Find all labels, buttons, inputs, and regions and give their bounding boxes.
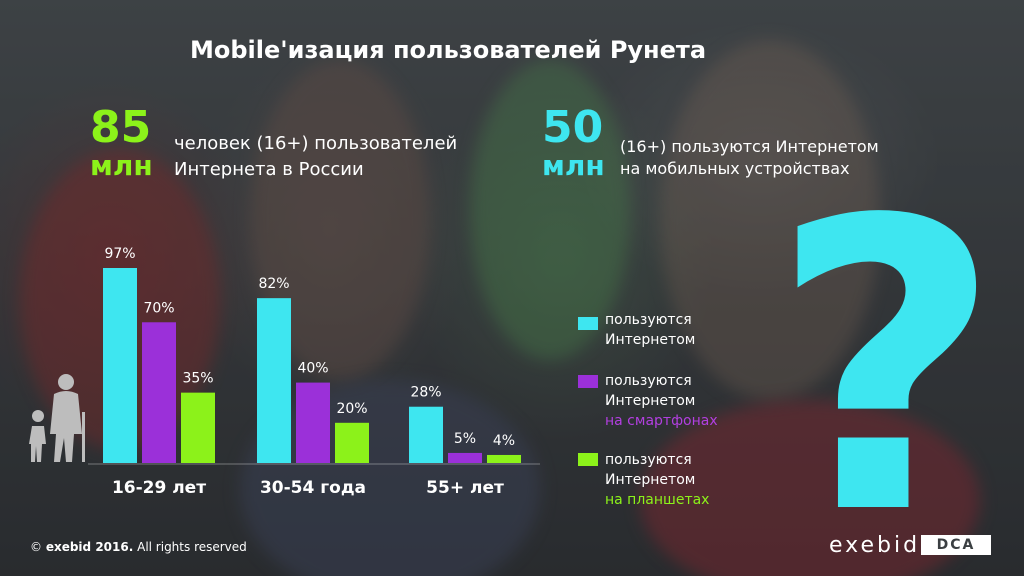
bar xyxy=(257,298,291,463)
legend-line: Интернетом xyxy=(605,393,696,409)
brand-logo-text: exebid xyxy=(829,533,921,558)
legend-line: пользуются xyxy=(605,373,692,389)
bar xyxy=(487,454,521,463)
legend-swatch xyxy=(578,375,598,388)
legend-line: пользуются xyxy=(605,452,692,468)
legend-text: пользуются Интернетом на смартфонах xyxy=(605,371,718,431)
category-label: 16-29 лет xyxy=(112,478,206,498)
stat-description-line: на мобильных устройствах xyxy=(620,159,850,178)
category-label: 30-54 года xyxy=(260,478,366,498)
stat-number-85: 85 xyxy=(90,102,152,153)
stat-unit-85: млн xyxy=(90,149,153,182)
page-title: Mobile'изация пользователей Рунета xyxy=(190,36,707,64)
elderly-and-child-icon xyxy=(29,374,85,462)
bar-value-label: 70% xyxy=(143,300,174,316)
legend-line: Интернетом xyxy=(605,332,696,348)
bar xyxy=(409,406,443,463)
footer-rights: All rights reserved xyxy=(137,540,247,554)
stat-description-line: Интернета в России xyxy=(174,159,364,180)
bar xyxy=(103,268,137,463)
stat-description-85: человек (16+) пользователей Интернета в … xyxy=(174,131,457,183)
bar-value-label: 40% xyxy=(297,361,328,377)
footer-company: exebid 2016. xyxy=(45,540,134,554)
footer-copyright: © exebid 2016. All rights reserved xyxy=(30,540,247,554)
legend-swatch xyxy=(578,453,598,466)
question-mark-graphic: ? xyxy=(770,137,1003,576)
bar xyxy=(181,392,215,463)
bar-value-label: 20% xyxy=(336,401,367,417)
brand-tag: DCA xyxy=(921,535,991,555)
bar-value-label: 82% xyxy=(258,276,289,292)
legend-line: пользуются xyxy=(605,312,692,328)
stat-description-line: (16+) пользуются Интернетом xyxy=(620,137,879,156)
stat-description-50: (16+) пользуются Интернетом на мобильных… xyxy=(620,136,879,180)
copyright-symbol: © xyxy=(30,540,42,554)
legend-highlight: на смартфонах xyxy=(605,413,718,429)
legend-text: пользуются Интернетом xyxy=(605,310,695,350)
category-label: 55+ лет xyxy=(426,478,504,498)
bar xyxy=(448,452,482,463)
legend-swatch xyxy=(578,317,598,330)
stat-description-line: человек (16+) пользователей xyxy=(174,133,458,154)
bar-value-label: 97% xyxy=(104,246,135,262)
stat-unit-50: млн xyxy=(542,149,605,182)
bar-value-label: 35% xyxy=(182,371,213,387)
legend-line: Интернетом xyxy=(605,472,696,488)
bar-value-label: 4% xyxy=(493,433,515,449)
legend-highlight: на планшетах xyxy=(605,492,710,508)
bar xyxy=(296,382,330,463)
bar-value-label: 5% xyxy=(454,431,476,447)
bar-value-label: 28% xyxy=(410,385,441,401)
legend-text: пользуются Интернетом на планшетах xyxy=(605,450,709,510)
stat-number-50: 50 xyxy=(542,102,604,153)
bar xyxy=(142,322,176,463)
bar xyxy=(335,422,369,463)
